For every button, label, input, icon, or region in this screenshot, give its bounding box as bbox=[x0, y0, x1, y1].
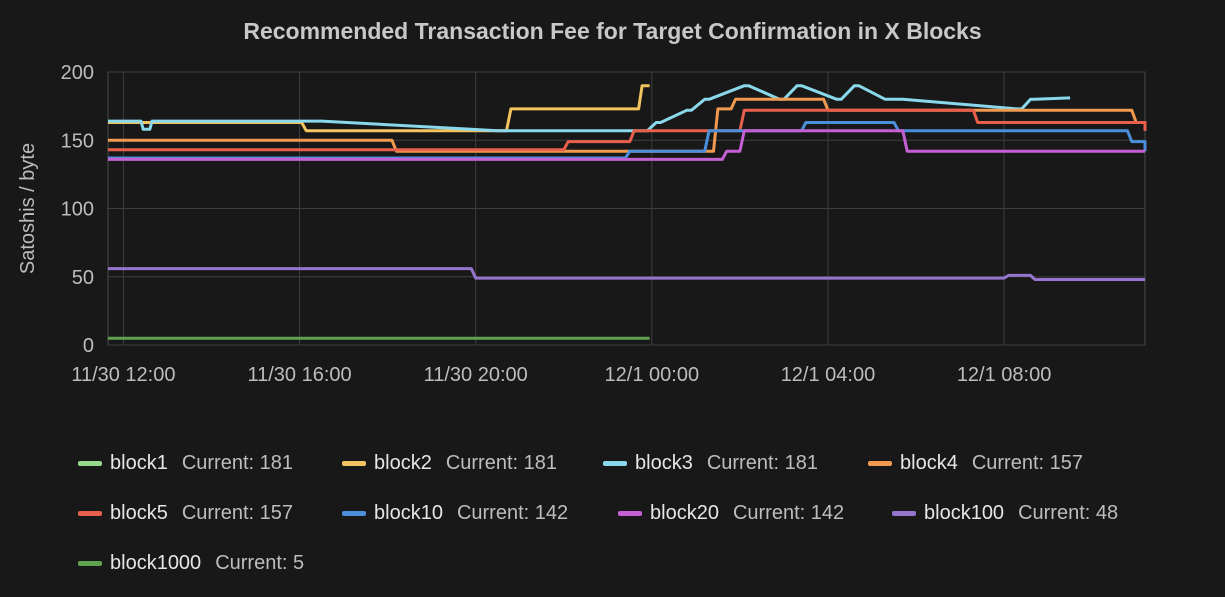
legend-swatch bbox=[892, 510, 916, 516]
legend-item-block2[interactable]: block2 Current: 181 bbox=[342, 449, 557, 477]
series-line-block10 bbox=[108, 121, 1147, 160]
y-tick-label: 50 bbox=[72, 267, 94, 289]
legend-item-block1[interactable]: block1 Current: 181 bbox=[78, 449, 293, 477]
legend-item-block20[interactable]: block20 Current: 142 bbox=[618, 499, 844, 527]
legend-item-block4[interactable]: block4 Current: 157 bbox=[868, 449, 1083, 477]
legend-item-block1000[interactable]: block1000 Current: 5 bbox=[78, 549, 304, 577]
y-axis-label: Satoshis / byte bbox=[17, 143, 39, 274]
legend-series-name: block2 bbox=[374, 451, 432, 474]
legend-series-name: block1 bbox=[110, 451, 168, 474]
legend-swatch bbox=[342, 460, 366, 466]
series-line-block100 bbox=[108, 267, 1145, 281]
legend-swatch bbox=[868, 460, 892, 466]
plot-area: 0 50 100 150 200 11/30 12:00 11/30 16:00 11/30 … bbox=[17, 62, 1147, 386]
legend-item-block5[interactable]: block5 Current: 157 bbox=[78, 499, 293, 527]
legend-current-value: Current: 181 bbox=[445, 451, 557, 474]
legend-item-block10[interactable]: block10 Current: 142 bbox=[342, 499, 568, 527]
y-tick-label: 0 bbox=[83, 335, 94, 357]
legend-swatch bbox=[618, 510, 642, 516]
legend-series-name: block5 bbox=[110, 501, 168, 524]
legend-series-name: block3 bbox=[635, 451, 693, 474]
x-tick-label: 11/30 12:00 bbox=[71, 364, 175, 386]
legend-series-name: block20 bbox=[650, 501, 719, 524]
legend-current-value: Current: 142 bbox=[456, 501, 569, 524]
legend-current-value: Current: 181 bbox=[181, 451, 293, 474]
series-line-block20 bbox=[108, 129, 1145, 161]
legend-current-value: Current: 181 bbox=[706, 451, 818, 474]
x-tick-label: 11/30 16:00 bbox=[247, 364, 351, 386]
x-tick-label: 11/30 20:00 bbox=[424, 364, 528, 386]
legend-series-name: block10 bbox=[374, 501, 443, 524]
legend-series-name: block1000 bbox=[110, 551, 202, 574]
legend-current-value: Current: 48 bbox=[1018, 501, 1119, 524]
x-tick-label: 12/1 08:00 bbox=[957, 364, 1052, 386]
y-tick-label: 200 bbox=[61, 62, 94, 84]
legend-current-value: Current: 5 bbox=[215, 551, 305, 574]
legend-series-name: block100 bbox=[924, 501, 1005, 524]
legend-current-value: Current: 142 bbox=[732, 501, 845, 524]
series-line-block2 bbox=[108, 84, 650, 133]
legend-series-name: block4 bbox=[900, 451, 958, 474]
x-tick-label: 12/1 04:00 bbox=[781, 364, 876, 386]
legend-swatch bbox=[603, 460, 627, 466]
legend-swatch bbox=[78, 560, 102, 566]
y-tick-label: 100 bbox=[61, 199, 94, 221]
legend-current-value: Current: 157 bbox=[181, 501, 293, 524]
legend-current-value: Current: 157 bbox=[971, 451, 1083, 474]
y-tick-label: 150 bbox=[61, 130, 94, 152]
x-tick-label: 12/1 00:00 bbox=[605, 364, 700, 386]
legend-swatch bbox=[342, 510, 366, 516]
legend-item-block100[interactable]: block100 Current: 48 bbox=[892, 499, 1118, 527]
legend-swatch bbox=[78, 460, 102, 466]
legend-item-block3[interactable]: block3 Current: 181 bbox=[603, 449, 818, 477]
legend-swatch bbox=[78, 510, 102, 516]
chart-title: Recommended Transaction Fee for Target C… bbox=[243, 18, 982, 44]
